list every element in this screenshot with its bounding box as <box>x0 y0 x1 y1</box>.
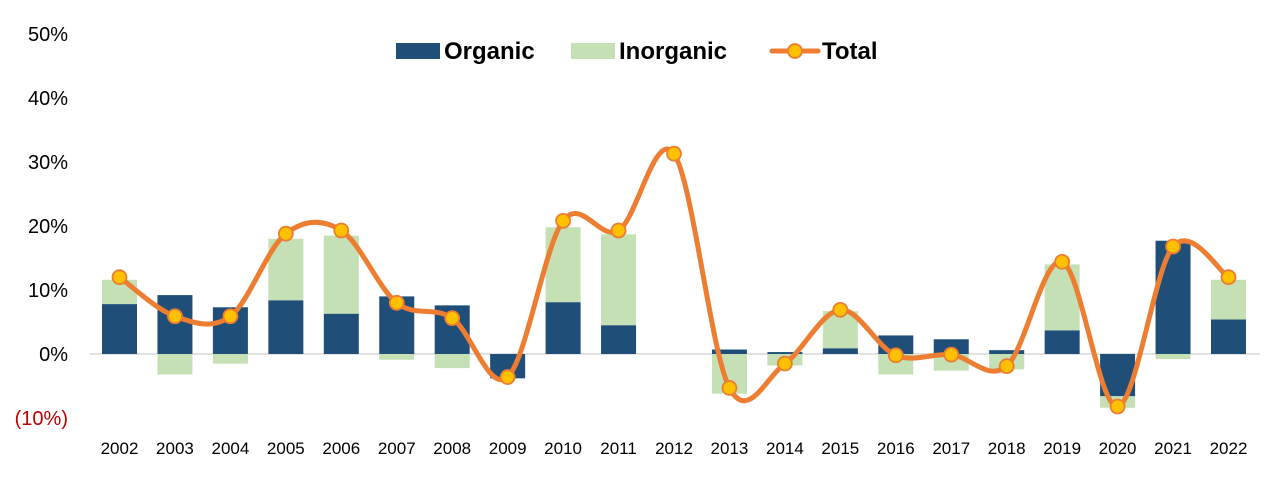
organic-bar <box>601 325 637 354</box>
total-point <box>167 308 183 325</box>
legend-swatch-organic <box>396 43 440 59</box>
x-tick-label: 2012 <box>655 439 693 458</box>
total-point <box>1054 253 1071 270</box>
organic-bar <box>323 313 359 354</box>
y-tick-label: (10%) <box>15 408 68 430</box>
x-tick-label: 2017 <box>932 439 970 458</box>
bars-layer <box>102 227 1246 408</box>
legend-swatch-total-marker <box>787 43 803 59</box>
total-point <box>1220 269 1237 286</box>
y-tick-label: 50% <box>28 24 68 46</box>
total-point <box>499 369 516 385</box>
total-point <box>777 355 793 372</box>
x-tick-label: 2013 <box>711 439 749 458</box>
total-point <box>998 358 1015 375</box>
legend-swatch-inorganic <box>571 43 615 59</box>
x-tick-label: 2021 <box>1154 439 1192 458</box>
organic-bar <box>989 350 1025 354</box>
organic-bar <box>102 304 137 354</box>
inorganic-bar <box>545 227 581 303</box>
organic-bar <box>1211 319 1246 354</box>
organic-bar <box>1155 240 1191 354</box>
total-point <box>666 145 682 162</box>
organic-bar <box>933 339 969 354</box>
total-point <box>333 222 350 239</box>
total-point <box>943 346 960 363</box>
inorganic-bar <box>1211 279 1246 320</box>
x-tick-label: 2016 <box>877 439 915 458</box>
total-point <box>111 269 128 286</box>
inorganic-bar <box>212 354 248 364</box>
organic-bar <box>545 302 581 354</box>
x-tick-label: 2009 <box>489 439 527 458</box>
x-tick-label: 2007 <box>378 439 416 458</box>
total-point <box>610 222 627 239</box>
y-tick-label: 30% <box>28 152 68 174</box>
total-point <box>222 308 239 325</box>
inorganic-bar <box>601 234 637 326</box>
x-tick-label: 2002 <box>101 439 139 458</box>
x-tick-label: 2010 <box>544 439 582 458</box>
legend-label-inorganic: Inorganic <box>619 38 727 65</box>
x-axis: 2002 2003 2004 2005 2006 2007 2008 2009 2010 2011… <box>101 439 1248 458</box>
legend-label-total: Total <box>822 38 878 65</box>
inorganic-bar <box>379 354 415 360</box>
total-line-layer <box>111 145 1237 415</box>
total-point <box>1109 398 1126 415</box>
legend: Organic Inorganic Total <box>396 38 878 65</box>
inorganic-bar <box>323 235 359 314</box>
x-tick-label: 2008 <box>433 439 471 458</box>
x-tick-label: 2006 <box>322 439 360 458</box>
y-tick-label: 10% <box>28 280 68 302</box>
x-tick-label: 2004 <box>211 439 249 458</box>
total-point <box>555 212 571 229</box>
inorganic-bar <box>1155 354 1191 360</box>
organic-bar <box>1044 330 1080 354</box>
y-tick-label: 40% <box>28 88 68 110</box>
organic-bar <box>711 349 747 354</box>
legend-label-organic: Organic <box>444 38 535 65</box>
total-point <box>887 347 904 364</box>
y-axis: (10%) 0% 10% 20% 30% 40% 50% <box>15 24 69 430</box>
organic-bar <box>157 295 193 354</box>
y-tick-label: 0% <box>39 344 68 366</box>
x-tick-label: 2003 <box>156 439 194 458</box>
organic-bar <box>767 352 803 354</box>
x-tick-label: 2014 <box>766 439 804 458</box>
x-tick-label: 2022 <box>1210 439 1248 458</box>
y-tick-label: 20% <box>28 216 68 238</box>
total-point <box>277 225 294 242</box>
organic-bar <box>268 300 304 354</box>
total-point <box>1165 238 1181 255</box>
x-tick-label: 2020 <box>1099 439 1137 458</box>
total-point <box>721 380 738 396</box>
x-tick-label: 2015 <box>821 439 859 458</box>
total-point <box>388 294 405 311</box>
x-tick-label: 2011 <box>600 439 637 458</box>
total-point <box>444 310 461 327</box>
x-tick-label: 2005 <box>267 439 305 458</box>
organic-bar <box>822 348 858 354</box>
x-tick-label: 2018 <box>988 439 1026 458</box>
x-tick-label: 2019 <box>1043 439 1081 458</box>
inorganic-bar <box>157 354 193 375</box>
total-point <box>832 301 849 318</box>
inorganic-bar <box>434 354 470 369</box>
